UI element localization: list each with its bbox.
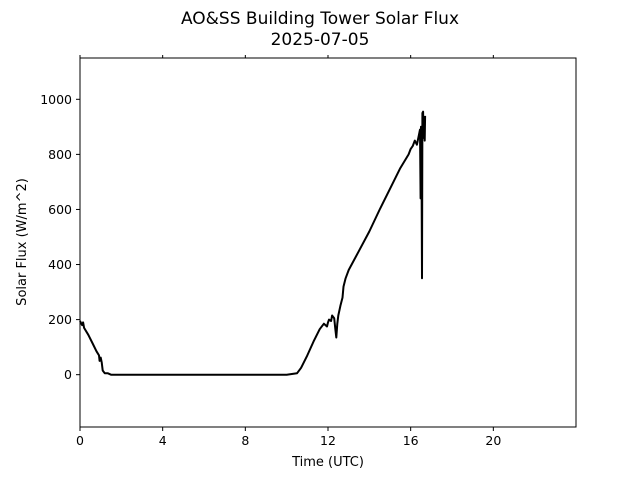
chart-subtitle: 2025-07-05 xyxy=(271,30,370,50)
plot-frame xyxy=(79,57,577,428)
plot-area xyxy=(79,57,577,428)
y-tick-label: 600 xyxy=(48,202,72,217)
chart-title: AO&SS Building Tower Solar Flux xyxy=(181,9,459,29)
x-tick-label: 4 xyxy=(159,433,167,448)
x-tick-label: 20 xyxy=(485,433,501,448)
x-tick-label: 0 xyxy=(76,433,84,448)
x-tick-label: 16 xyxy=(403,433,419,448)
y-tick-label: 0 xyxy=(64,367,72,382)
x-axis-label: Time (UTC) xyxy=(291,455,364,470)
x-axis-ticks: 0 4 8 12 16 20 xyxy=(76,55,501,448)
x-tick-label: 12 xyxy=(320,433,336,448)
x-tick-label: 8 xyxy=(241,433,249,448)
y-tick-label: 400 xyxy=(48,257,72,272)
series-line xyxy=(79,110,427,376)
y-axis-label: Solar Flux (W/m^2) xyxy=(15,178,30,306)
y-tick-label: 1000 xyxy=(40,92,72,107)
y-tick-label: 800 xyxy=(48,147,72,162)
y-axis-ticks: 0 200 400 600 800 1000 xyxy=(40,92,80,382)
y-tick-label: 200 xyxy=(48,312,72,327)
